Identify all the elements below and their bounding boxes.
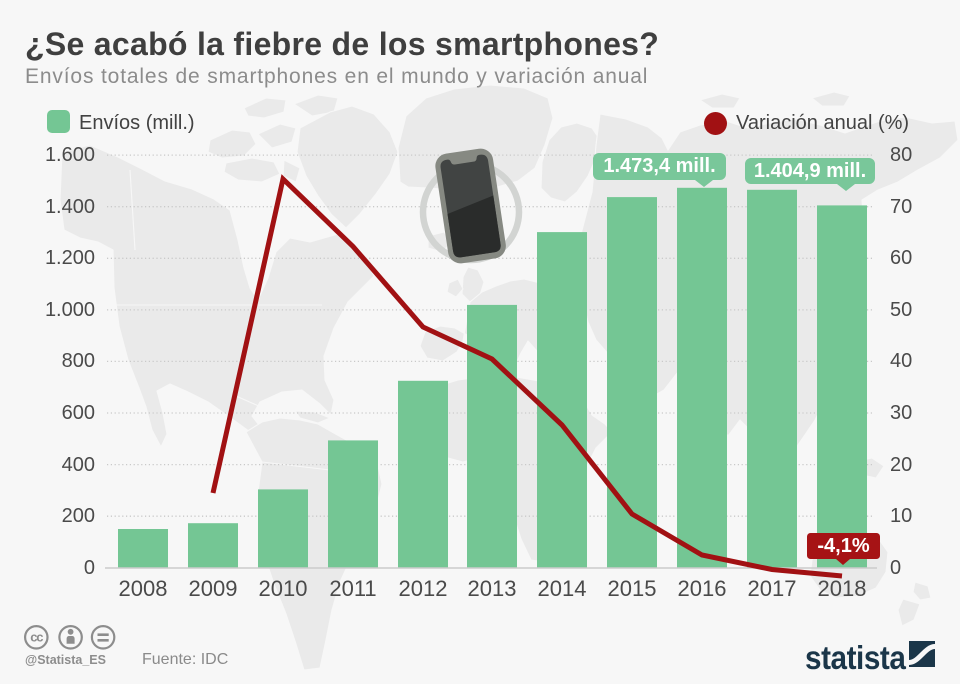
- svg-text:cc: cc: [30, 630, 43, 645]
